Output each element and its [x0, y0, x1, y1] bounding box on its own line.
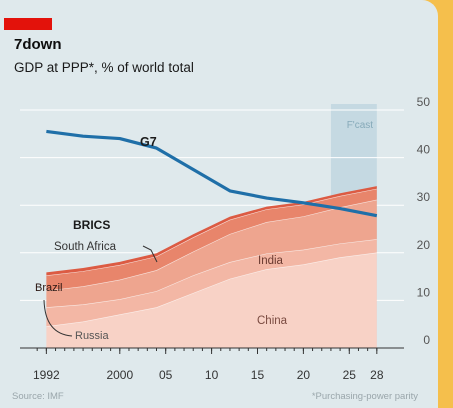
layer-boundary	[46, 252, 377, 327]
russia-label: Russia	[75, 330, 110, 342]
brics-label: BRICS	[73, 218, 110, 232]
source-note: Source: IMF	[12, 391, 64, 402]
layer-boundary	[46, 239, 377, 308]
y-tick-label: 40	[417, 143, 431, 157]
y-tick-label: 30	[417, 190, 431, 204]
y-tick-label: 10	[417, 285, 431, 299]
x-tick-label: 10	[205, 368, 219, 382]
brazil-label: Brazil	[35, 282, 63, 294]
g7-line	[46, 129, 378, 218]
south-africa-leader	[142, 245, 158, 263]
y-tick-label: 0	[423, 333, 430, 347]
area-chart: F'cast 0 10 20 30 40 50 1992 2000 05 10 15 20 25 28 G7 B…	[20, 95, 431, 382]
area-brazil	[46, 189, 377, 291]
x-tick-label: 1992	[33, 368, 60, 382]
x-tick-label: 20	[297, 368, 311, 382]
china-label: China	[257, 315, 288, 327]
russia-leader	[43, 299, 73, 337]
footnote: *Purchasing-power parity	[311, 391, 418, 402]
south-africa-label: South Africa	[54, 241, 117, 253]
x-tick-label: 05	[159, 368, 173, 382]
india-label: India	[258, 255, 284, 267]
area-south-africa	[46, 186, 377, 276]
x-tick-label: 25	[343, 368, 357, 382]
layer-boundary	[46, 199, 377, 292]
y-tick-label: 20	[417, 238, 431, 252]
brand-tag	[4, 18, 52, 30]
x-tick-label: 28	[370, 368, 384, 382]
x-tick-label: 2000	[106, 368, 133, 382]
area-india	[46, 199, 377, 308]
area-russia	[46, 239, 377, 327]
area-china	[46, 252, 377, 348]
forecast-label: F'cast	[347, 120, 374, 131]
chart-panel: 7down GDP at PPP*, % of world total F'ca…	[0, 0, 438, 408]
chart-subtitle: GDP at PPP*, % of world total	[14, 60, 194, 75]
chart-title: 7down	[14, 36, 62, 53]
y-tick-label: 50	[417, 95, 431, 109]
g7-label: G7	[140, 135, 157, 149]
x-tick-label: 15	[251, 368, 265, 382]
layer-boundary	[46, 188, 377, 276]
